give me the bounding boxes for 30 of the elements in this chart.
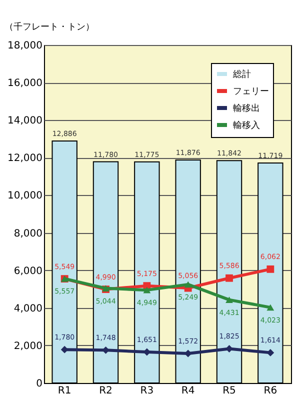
y-axis-title: （千フレート・トン）	[4, 22, 94, 32]
y-tick-label: 18,000	[8, 40, 42, 52]
y-tick-label: 14,000	[8, 116, 42, 127]
legend-label: フェリー	[233, 87, 269, 97]
x-tick-label: R5	[222, 386, 236, 396]
point	[143, 286, 151, 294]
y-tick-label: 12,000	[8, 153, 42, 164]
x-tick-label: R4	[181, 386, 195, 396]
point	[266, 304, 274, 311]
point	[184, 281, 192, 288]
legend-label: 輸移入	[233, 120, 260, 131]
y-tick-label: 4,000	[14, 303, 42, 314]
point	[266, 265, 274, 273]
y-tick-label: 8,000	[14, 228, 42, 240]
y-tick-label: 6,000	[14, 266, 42, 277]
x-tick-label: R1	[58, 386, 72, 396]
point	[102, 346, 110, 354]
x-tick-label: R2	[99, 386, 112, 396]
y-tick-label: 10,000	[8, 190, 42, 202]
point	[226, 296, 233, 304]
x-tick-label: R6	[264, 386, 278, 396]
point	[266, 348, 274, 356]
y-tick-label: 0	[36, 378, 42, 390]
point	[226, 274, 233, 282]
x-tick-label: R3	[140, 386, 154, 396]
point	[226, 345, 233, 352]
y-tick-label: 16,000	[8, 78, 42, 90]
legend-label: 輸移出	[233, 103, 260, 114]
legend-label: 総計	[232, 69, 251, 80]
y-tick-label: 2,000	[14, 340, 42, 352]
